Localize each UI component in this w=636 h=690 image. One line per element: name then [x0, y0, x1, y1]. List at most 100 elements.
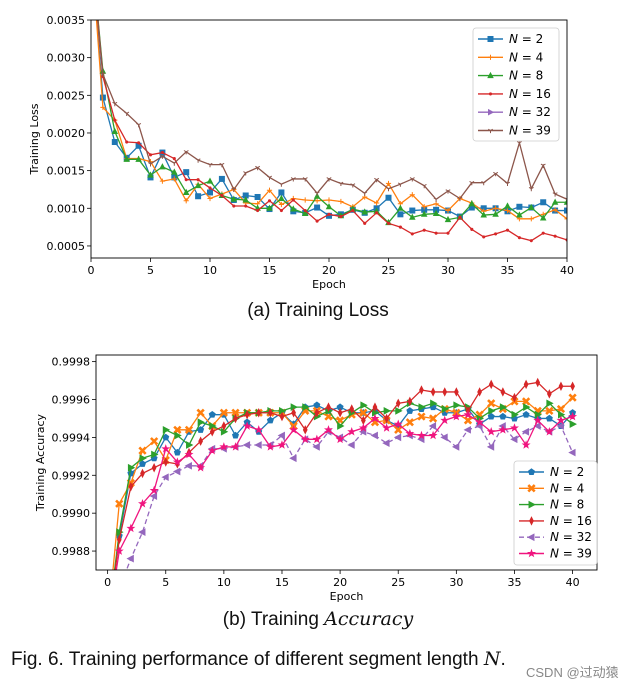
data-point-n2-epoch-34 — [499, 412, 507, 420]
data-point-n39-epoch-34 — [498, 425, 508, 434]
data-point-n4-epoch-27 — [409, 192, 415, 198]
legend-marker — [527, 468, 536, 475]
data-point-n4-epoch-30 — [445, 207, 451, 214]
data-point-n16-epoch-9 — [209, 426, 215, 437]
data-point-n4-epoch-39 — [556, 404, 566, 414]
legend: N = 2 N = 4 N = 8 N = 16 N = 32 N = 39 — [513, 460, 598, 566]
x-tick-label: 15 — [263, 264, 277, 277]
data-point-n2-epoch-6 — [173, 448, 181, 456]
data-point-n2-epoch-33 — [487, 412, 495, 420]
data-point-n32-epoch-5 — [161, 473, 169, 482]
data-point-n16-epoch-21 — [339, 215, 343, 219]
data-point-n16-epoch-24 — [375, 211, 379, 215]
data-point-n16-epoch-34 — [494, 232, 498, 236]
data-point-n32-epoch-39 — [556, 422, 564, 430]
data-point-n39-epoch-3 — [138, 498, 147, 508]
data-point-n32-epoch-24 — [382, 439, 390, 447]
data-point-n8-epoch-4 — [135, 155, 142, 162]
data-point-n39-epoch-8 — [183, 150, 189, 155]
data-point-n8-epoch-12 — [230, 195, 238, 202]
data-point-n4-epoch-35 — [504, 207, 511, 214]
data-point-n2-epoch-10 — [206, 189, 213, 196]
data-point-n4-epoch-25 — [385, 180, 392, 187]
data-point-n8-epoch-17 — [302, 403, 310, 411]
data-point-n32-epoch-40 — [568, 448, 576, 457]
data-point-n32-epoch-2 — [126, 554, 134, 563]
data-point-n39-epoch-26 — [405, 428, 415, 438]
data-point-n32-epoch-30 — [451, 443, 460, 451]
data-point-n8-epoch-28 — [430, 399, 438, 408]
data-point-n16-epoch-21 — [349, 404, 355, 414]
x-tick-label: 40 — [566, 576, 580, 589]
data-point-n16-epoch-15 — [279, 411, 285, 422]
caption-b-prefix: (b) Training — [222, 609, 325, 630]
data-point-n39-epoch-28 — [428, 430, 438, 440]
data-point-n39-epoch-39 — [552, 192, 558, 197]
data-point-n8-epoch-33 — [488, 407, 496, 415]
data-point-n16-epoch-11 — [233, 413, 238, 424]
data-point-n2-epoch-25 — [385, 194, 392, 201]
data-point-n4-epoch-31 — [463, 416, 473, 425]
data-point-n8-epoch-29 — [441, 405, 450, 413]
data-point-n39-epoch-9 — [195, 158, 201, 163]
data-point-n16-epoch-36 — [517, 236, 521, 240]
data-point-n16-epoch-37 — [535, 377, 541, 388]
data-point-n39-epoch-15 — [266, 175, 273, 181]
data-point-n16-epoch-32 — [470, 227, 474, 231]
caption-b-math: Accuracy — [324, 608, 414, 630]
data-point-n39-epoch-16 — [278, 182, 284, 187]
x-tick-label: 20 — [333, 576, 347, 589]
data-point-n16-epoch-5 — [163, 457, 169, 467]
legend-marker — [529, 516, 534, 526]
data-point-n4-epoch-6 — [159, 178, 165, 184]
data-point-n8-epoch-23 — [361, 208, 368, 215]
data-point-n8-epoch-26 — [397, 204, 404, 211]
data-point-n4-epoch-38 — [545, 406, 554, 416]
data-point-n4-epoch-10 — [219, 408, 228, 417]
y-tick-label: 0.9998 — [52, 356, 91, 369]
data-point-n39-epoch-22 — [358, 423, 368, 432]
training-loss-chart: 0 5 10 15 20 25 30 35 40 0.0005 0.0010 0.0015 0.0020… — [28, 14, 574, 291]
data-point-n8-epoch-13 — [242, 196, 249, 203]
data-point-n8-epoch-32 — [468, 200, 476, 207]
x-tick-label: 40 — [560, 264, 574, 277]
data-point-n32-epoch-15 — [277, 431, 285, 440]
data-point-n16-epoch-10 — [221, 421, 227, 431]
data-point-n16-epoch-11 — [220, 193, 224, 198]
data-point-n39-epoch-21 — [347, 427, 357, 436]
data-point-n8-epoch-36 — [523, 403, 531, 411]
data-point-n39-epoch-27 — [417, 430, 426, 440]
data-point-n16-epoch-12 — [244, 409, 250, 420]
data-point-n4-epoch-29 — [433, 201, 439, 207]
data-point-n16-epoch-25 — [395, 398, 401, 409]
data-point-n16-epoch-24 — [384, 413, 389, 424]
data-point-n16-epoch-18 — [314, 408, 320, 418]
data-point-n4-epoch-40 — [564, 216, 567, 222]
data-point-n32-epoch-4 — [149, 492, 158, 500]
data-point-n8-epoch-40 — [569, 420, 577, 429]
data-point-n8-epoch-23 — [372, 408, 380, 417]
data-point-n2-epoch-8 — [183, 169, 190, 176]
data-point-n4-epoch-40 — [568, 393, 577, 402]
data-point-n8-epoch-37 — [534, 410, 543, 419]
data-point-n32-epoch-29 — [440, 433, 448, 442]
data-point-n16-epoch-3 — [125, 140, 129, 144]
data-point-n39-epoch-32 — [469, 180, 475, 186]
data-point-n32-epoch-33 — [486, 443, 495, 451]
data-point-n8-epoch-36 — [516, 211, 523, 218]
data-point-n39-epoch-37 — [533, 415, 543, 425]
data-point-n8-epoch-19 — [313, 192, 321, 199]
data-point-n16-epoch-2 — [113, 118, 117, 122]
data-point-n4-epoch-11 — [231, 408, 240, 417]
data-point-n32-epoch-12 — [242, 441, 251, 449]
data-point-n39-epoch-2 — [112, 101, 118, 107]
data-point-n4-epoch-1 — [115, 499, 124, 508]
data-point-n16-epoch-31 — [458, 215, 462, 219]
data-point-n8-epoch-15 — [279, 407, 287, 415]
data-point-n2-epoch-3 — [138, 460, 147, 467]
data-point-n39-epoch-20 — [335, 434, 345, 444]
data-point-n39-epoch-16 — [289, 425, 299, 434]
data-point-n39-epoch-26 — [397, 182, 403, 187]
data-point-n8-epoch-27 — [409, 213, 416, 220]
data-point-n16-epoch-20 — [337, 408, 343, 418]
